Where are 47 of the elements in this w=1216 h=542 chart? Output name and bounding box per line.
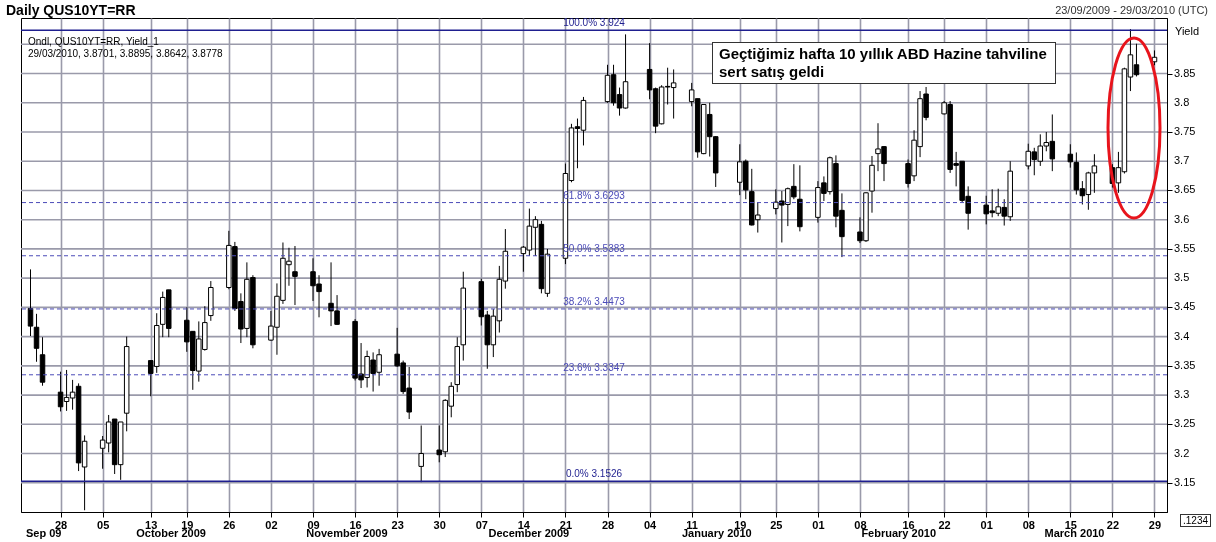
- x-tick-label: 08: [854, 518, 867, 531]
- x-tick-label: 26: [223, 518, 236, 531]
- x-tick-label: 30: [433, 518, 446, 531]
- ref-line-label: 0.0% 3.1526: [565, 468, 623, 480]
- x-tick-label: 28: [601, 518, 615, 531]
- y-tick-label: 3.55: [1174, 241, 1196, 254]
- y-tick-label: 3.4: [1174, 329, 1190, 342]
- x-tick-label: 01: [812, 518, 825, 531]
- y-tick-label: 3.3: [1174, 388, 1190, 401]
- annotation: 29/03/2010, 3.8701, 3.8895, 3.8642, 3.8778: [28, 48, 223, 59]
- x-tick-label: 04: [643, 518, 658, 531]
- x-tick-label: 02: [265, 518, 278, 531]
- y-tick-label: 3.2: [1174, 446, 1190, 459]
- y-tick-label: 3.75: [1174, 125, 1196, 137]
- x-tick-label: 22: [938, 518, 951, 531]
- y-tick-label: 3.85: [1174, 66, 1196, 79]
- annotation: Geçtiğimiz hafta 10 yıllık ABD Hazine tahviline sert satış geldi: [712, 42, 1056, 84]
- chart-subtitle: 23/09/2009 - 29/03/2010 (UTC): [1055, 4, 1208, 16]
- y-tick-label: 3.45: [1174, 300, 1196, 313]
- x-tick-label: 07: [475, 518, 488, 531]
- text: .1234: [1180, 514, 1212, 527]
- x-tick-label: 08: [1022, 518, 1035, 531]
- x-tick-label: 25: [770, 518, 783, 531]
- x-tick-label: 29: [1148, 518, 1162, 531]
- y-tick-label: 3.6: [1174, 212, 1190, 225]
- x-tick-label: 05: [97, 518, 110, 531]
- x-tick-label: 16: [902, 518, 915, 531]
- candlestick: [418, 424, 424, 483]
- x-tick-label: 23: [391, 518, 404, 531]
- candlestick: [1067, 143, 1074, 169]
- y-tick-label: 3.5: [1174, 271, 1190, 284]
- y-tick-label: 3.8: [1174, 95, 1190, 108]
- candlestick: [33, 313, 40, 363]
- y-tick-label: 3.35: [1174, 358, 1196, 371]
- y-tick-label: 3.7: [1174, 154, 1190, 167]
- annotation: Ondl, QUS10YT=RR, Yield_1: [28, 36, 159, 47]
- x-tick-label: 01: [980, 518, 993, 531]
- y-tick-label: 3.15: [1174, 475, 1196, 488]
- chart-title: Daily QUS10YT=RR: [6, 2, 136, 18]
- x-tick-label: 22: [1106, 518, 1120, 531]
- y-tick-label: 3.65: [1174, 183, 1196, 196]
- candlestick: [292, 245, 298, 306]
- y-tick-label: 3.25: [1174, 417, 1196, 430]
- ref-line-label: 23.6% 3.3347: [563, 361, 626, 373]
- y-axis-title: Yield: [1175, 25, 1200, 37]
- ref-line-label: 38.2% 3.4473: [563, 295, 626, 307]
- ref-line-label: 100.0% 3.924: [563, 17, 626, 29]
